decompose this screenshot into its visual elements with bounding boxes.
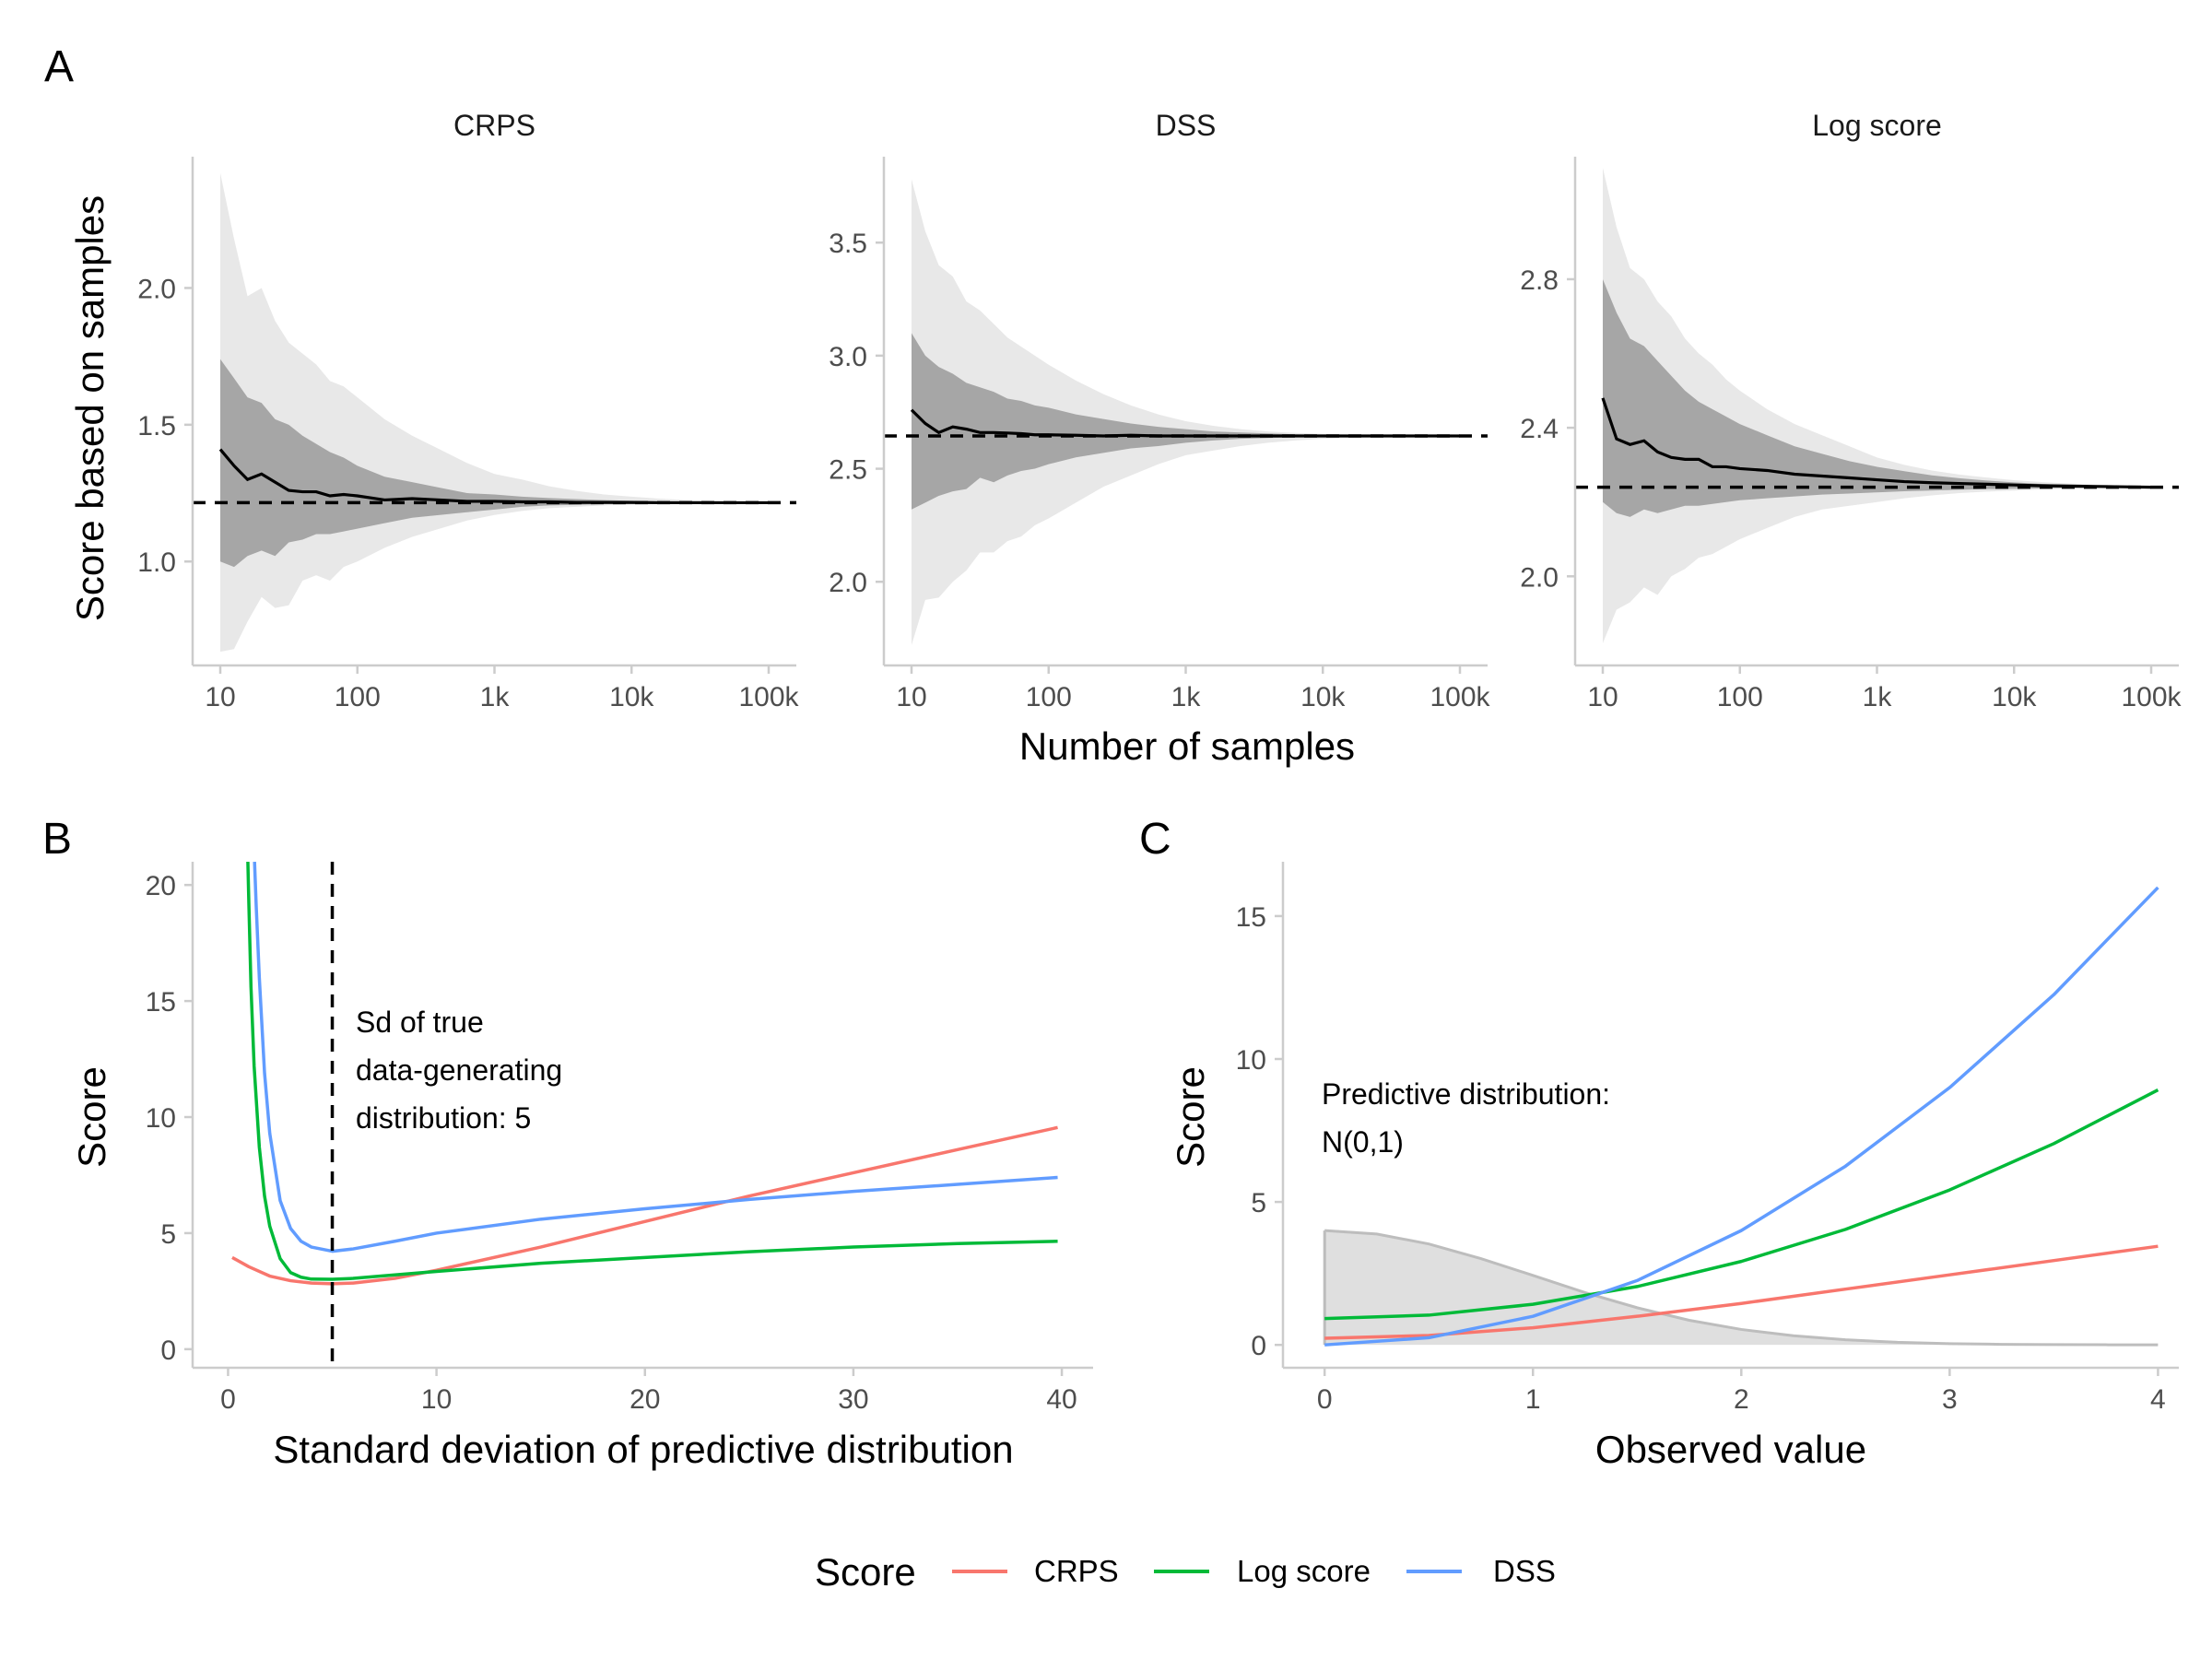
facet-crps: CRPS 10 100 1k 10k 100k 1.0 1.5 2.0 — [137, 109, 799, 712]
panel-b-annotation-line3: distribution: 5 — [356, 1101, 531, 1135]
facet-0-mean-line — [218, 448, 769, 505]
panel-b-plot-x-tick-label: 10 — [421, 1384, 452, 1415]
facet-dss: DSS 10 100 1k 10k 100k 2.0 2.5 3.0 3.5 — [829, 109, 1490, 712]
panel-c-density-line — [1324, 1229, 2159, 1347]
legend-label-crps: CRPS — [1034, 1554, 1119, 1588]
facet-1-mean-line — [910, 408, 1460, 438]
panel-b-plot-y-tick-label: 10 — [146, 1103, 176, 1134]
panel-c-annotation-line1: Predictive distribution: — [1322, 1077, 1610, 1111]
panel-b-annotation-line2: data-generating — [356, 1053, 562, 1087]
facet-1-y-tick-label: 3.0 — [829, 342, 867, 372]
facet-1-x-tick-label: 10 — [896, 682, 926, 712]
facet-0-x-tick-label: 100k — [738, 682, 799, 712]
panel-b-plot-y-tick-label: 5 — [160, 1219, 176, 1250]
panel-c-plot-line-log-score — [1324, 1088, 2159, 1321]
panel-c-density-area — [1324, 1230, 2159, 1346]
facet-0-y-tick-label: 1.5 — [137, 411, 176, 441]
panel-b-plot-y-tick-label: 0 — [160, 1335, 176, 1366]
panel-b-plot-line-crps — [231, 1125, 1058, 1286]
facet-0-outer-band — [220, 172, 769, 653]
panel-b-x-axis-title: Standard deviation of predictive distrib… — [273, 1428, 1013, 1471]
facet-2-x-tick-label: 100k — [2121, 682, 2182, 712]
panel-c-plot-marks — [1323, 886, 2159, 1347]
facet-0-inner-band — [220, 359, 769, 568]
facet-2-outer-band — [1603, 168, 2151, 643]
facet-1-title: DSS — [1156, 109, 1217, 142]
panel-b-plot-y-tick-label: 20 — [146, 871, 176, 901]
panel-b-plot-y-tick-label: 15 — [146, 987, 176, 1018]
facet-0-y-tick-label: 2.0 — [137, 274, 176, 304]
panel-c-plot-x-tick-label: 4 — [2150, 1384, 2166, 1415]
facet-2-x-tick-label: 10k — [1992, 682, 2037, 712]
facet-2-mean-line — [1601, 397, 2152, 489]
panel-b-label: B — [42, 815, 72, 864]
legend-label-dss: DSS — [1493, 1554, 1556, 1588]
panel-c-plot-y-tick-label: 10 — [1236, 1045, 1266, 1076]
panel-a: A Score based on samples Number of sampl… — [44, 42, 2183, 768]
panel-b-plot-line-log-score — [246, 862, 1058, 1281]
panel-c-plot-x-tick-label: 3 — [1942, 1384, 1958, 1415]
facet-2-x-tick-label: 10 — [1587, 682, 1618, 712]
legend-title: Score — [815, 1550, 916, 1594]
panel-b: B Score Standard deviation of predictive… — [42, 815, 1093, 1471]
facet-1-y-tick-label: 2.5 — [829, 455, 867, 486]
facet-2-title: Log score — [1812, 109, 1942, 142]
panel-b-plot-marks — [231, 862, 1058, 1286]
panel-a-y-axis-title: Score based on samples — [68, 195, 112, 621]
facet-1-x-tick-label: 1k — [1171, 682, 1202, 712]
panel-c-plot-y-tick-label: 5 — [1251, 1188, 1266, 1218]
legend: Score CRPS Log score DSS — [815, 1550, 1556, 1594]
facet-1-inner-band — [912, 333, 1460, 510]
facet-0-x-tick-label: 1k — [480, 682, 511, 712]
panel-c: C Score Observed value 0 1 2 3 4 0 5 10 15 Predi… — [1139, 815, 2179, 1471]
facet-log-score: Log score 10 100 1k 10k 100k 2.0 2.4 2.8 — [1520, 109, 2182, 712]
legend-label-log-score: Log score — [1237, 1554, 1371, 1588]
facet-2-x-tick-label: 100 — [1717, 682, 1763, 712]
panel-b-plot-x-tick-label: 20 — [629, 1384, 660, 1415]
panel-c-plot-y-tick-label: 15 — [1236, 902, 1266, 933]
panel-a-x-axis-title: Number of samples — [1019, 724, 1355, 768]
panel-b-plot-line-dss — [253, 862, 1058, 1253]
facet-0-title: CRPS — [453, 109, 535, 142]
panel-b-plot-x-tick-label: 40 — [1046, 1384, 1077, 1415]
facet-2-y-tick-label: 2.0 — [1520, 562, 1559, 593]
panel-c-plot-x-tick-label: 1 — [1525, 1384, 1541, 1415]
panel-c-x-axis-title: Observed value — [1595, 1428, 1866, 1471]
facet-1-x-tick-label: 100 — [1026, 682, 1072, 712]
panel-c-plot-line-dss — [1324, 886, 2159, 1347]
facet-0-y-tick-label: 1.0 — [137, 547, 176, 578]
panel-c-plot: 0 1 2 3 4 0 5 10 15 — [1236, 862, 2179, 1415]
panel-c-plot-line-crps — [1324, 1244, 2159, 1340]
facet-2-inner-band — [1603, 278, 2151, 517]
panel-c-label: C — [1139, 815, 1171, 864]
facet-1-y-tick-label: 3.5 — [829, 229, 867, 259]
panel-b-plot: 0 10 20 30 40 0 5 10 15 20 — [146, 862, 1093, 1415]
panel-c-annotation-line2: N(0,1) — [1322, 1125, 1404, 1159]
facet-1-x-tick-label: 10k — [1300, 682, 1346, 712]
facet-1-x-tick-label: 100k — [1430, 682, 1490, 712]
panel-c-y-axis-title: Score — [1169, 1066, 1212, 1168]
panel-c-plot-y-tick-label: 0 — [1251, 1331, 1266, 1361]
panel-c-plot-x-tick-label: 0 — [1317, 1384, 1333, 1415]
panel-b-plot-x-tick-label: 0 — [220, 1384, 236, 1415]
facet-2-y-tick-label: 2.4 — [1520, 414, 1559, 444]
panel-c-plot-x-tick-label: 2 — [1734, 1384, 1749, 1415]
facet-2-x-tick-label: 1k — [1863, 682, 1893, 712]
panel-b-annotation-line1: Sd of true — [356, 1006, 484, 1039]
facet-0-x-tick-label: 10k — [609, 682, 654, 712]
facet-1-y-tick-label: 2.0 — [829, 568, 867, 598]
facet-0-x-tick-label: 10 — [205, 682, 235, 712]
facet-0-x-tick-label: 100 — [335, 682, 381, 712]
panel-b-plot-x-tick-label: 30 — [838, 1384, 868, 1415]
panel-b-y-axis-title: Score — [70, 1066, 113, 1168]
panel-a-label: A — [44, 42, 74, 91]
facet-2-y-tick-label: 2.8 — [1520, 265, 1559, 296]
